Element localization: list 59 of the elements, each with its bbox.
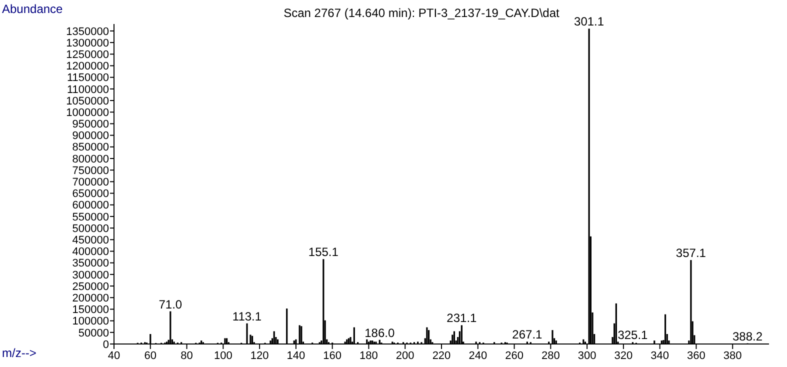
x-tick-label: 280 xyxy=(541,350,560,362)
x-tick-label: 200 xyxy=(396,350,414,362)
x-tick-label: 180 xyxy=(360,350,378,362)
y-tick-label: 1100000 xyxy=(66,84,109,96)
x-tick-label: 40 xyxy=(108,350,120,362)
x-tick-label: 160 xyxy=(323,350,342,362)
y-tick-label: 200000 xyxy=(72,292,109,304)
x-tick-label: 220 xyxy=(432,350,451,362)
x-tick-label: 300 xyxy=(578,350,596,362)
x-tick-label: 360 xyxy=(687,350,706,362)
y-axis-title: Abundance xyxy=(2,2,64,16)
y-tick-label: 350000 xyxy=(72,258,109,270)
y-tick-label: 1350000 xyxy=(66,26,109,38)
chart-title: Scan 2767 (14.640 min): PTI-3_2137-19_CAY.D\dat xyxy=(284,6,560,20)
x-tick-label: 380 xyxy=(723,350,742,362)
y-tick-label: 750000 xyxy=(72,164,109,177)
y-tick-label: 1250000 xyxy=(66,48,109,61)
y-tick-label: 550000 xyxy=(72,211,109,224)
y-tick-label: 300000 xyxy=(72,269,109,282)
annotation: 267.1 xyxy=(512,328,543,342)
annotation: 325.1 xyxy=(618,328,648,342)
y-tick-label: 850000 xyxy=(72,142,109,154)
annotation: 357.1 xyxy=(676,246,706,260)
y-tick-label: 1300000 xyxy=(66,37,109,50)
x-tick-label: 60 xyxy=(144,350,157,362)
y-tick-label: 250000 xyxy=(72,280,109,293)
y-tick-label: 0 xyxy=(102,338,109,351)
y-tick-label: 1150000 xyxy=(66,72,109,84)
x-tick-label: 100 xyxy=(214,350,232,362)
y-tick-label: 400000 xyxy=(72,246,109,258)
y-tick-label: 1000000 xyxy=(66,106,109,119)
annotation: 301.1 xyxy=(574,14,604,29)
y-tick-label: 950000 xyxy=(72,118,109,131)
y-tick-label: 500000 xyxy=(72,222,109,235)
x-tick-label: 80 xyxy=(180,350,193,362)
y-tick-label: 900000 xyxy=(72,130,109,142)
x-tick-label: 340 xyxy=(650,350,670,362)
y-tick-label: 600000 xyxy=(72,200,109,212)
y-tick-label: 1050000 xyxy=(66,95,109,108)
y-tick-label: 450000 xyxy=(72,234,109,246)
x-tick-label: 140 xyxy=(286,350,306,362)
annotation: 186.0 xyxy=(364,326,395,340)
y-tick-label: 50000 xyxy=(78,327,109,340)
y-tick-label: 800000 xyxy=(72,153,109,166)
annotation: 71.0 xyxy=(158,297,182,312)
annotation: 155.1 xyxy=(308,245,339,260)
annotation: 388.2 xyxy=(732,329,763,344)
x-axis-title: m/z--> xyxy=(2,346,36,360)
x-tick-label: 120 xyxy=(250,350,269,362)
x-tick-label: 260 xyxy=(505,350,524,362)
x-tick-label: 240 xyxy=(468,350,488,362)
x-tick-label: 320 xyxy=(614,350,633,362)
annotation: 231.1 xyxy=(446,311,478,326)
y-tick-label: 700000 xyxy=(72,176,109,189)
y-tick-label: 100000 xyxy=(72,316,109,328)
annotation: 113.1 xyxy=(232,309,262,324)
y-tick-label: 650000 xyxy=(72,188,109,200)
y-tick-label: 1200000 xyxy=(66,60,109,73)
y-tick-label: 150000 xyxy=(72,304,109,316)
